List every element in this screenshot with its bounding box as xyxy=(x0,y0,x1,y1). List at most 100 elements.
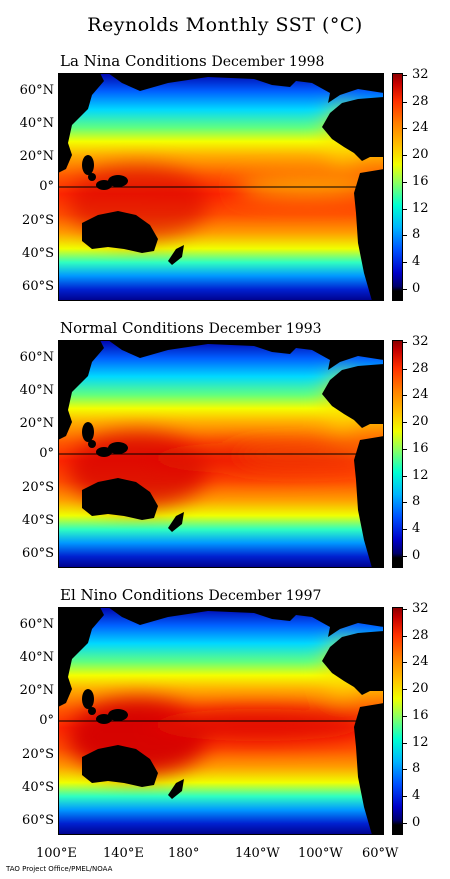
latitude-label: 40°N xyxy=(19,650,54,665)
colorbar-label: 4 xyxy=(412,253,421,269)
colorbar-tick xyxy=(403,528,407,530)
panel-condition: La Nina Conditions xyxy=(60,52,212,70)
panel-date: December 1997 xyxy=(208,588,322,604)
colorbar-label: 28 xyxy=(412,93,429,109)
colorbar-tick xyxy=(403,742,407,744)
sst-map-canvas xyxy=(58,607,384,835)
latitude-label: 20°S xyxy=(22,480,54,495)
latitude-label: 20°S xyxy=(22,213,54,228)
latitude-label: 20°N xyxy=(19,683,54,698)
latitude-label: 20°N xyxy=(19,416,54,431)
colorbar-tick xyxy=(403,502,407,504)
colorbar-label: 0 xyxy=(412,280,421,296)
colorbar-tick xyxy=(403,795,407,797)
colorbar-label: 16 xyxy=(412,707,429,723)
sst-map-canvas xyxy=(58,73,384,301)
longitude-label: 140°E xyxy=(103,846,144,861)
colorbar-tick xyxy=(403,422,407,424)
colorbar xyxy=(392,73,403,301)
colorbar-label: 20 xyxy=(412,147,429,163)
sst-map xyxy=(58,607,384,835)
colorbar-tick xyxy=(403,208,407,210)
longitude-label: 140°W xyxy=(235,846,280,861)
colorbar-label: 0 xyxy=(412,547,421,563)
colorbar-tick xyxy=(403,368,407,370)
sst-map-canvas xyxy=(58,340,384,568)
colorbar-tick xyxy=(403,342,407,343)
credit-text: TAO Project Office/PMEL/NOAA xyxy=(6,865,113,873)
sst-map xyxy=(58,73,384,301)
colorbar-label: 32 xyxy=(412,334,429,349)
colorbar-label: 24 xyxy=(412,387,429,403)
colorbar-label: 16 xyxy=(412,440,429,456)
colorbar-tick xyxy=(403,155,407,157)
panel-title: La Nina Conditions December 1998 xyxy=(60,52,324,70)
latitude-label: 0° xyxy=(39,179,54,194)
colorbar-label: 12 xyxy=(412,734,429,750)
latitude-label: 40°N xyxy=(19,116,54,131)
colorbar-tick xyxy=(403,822,407,824)
colorbar-tick xyxy=(403,769,407,771)
colorbar-tick xyxy=(403,128,407,130)
colorbar-tick xyxy=(403,235,407,237)
latitude-label: 0° xyxy=(39,713,54,728)
colorbar-label: 4 xyxy=(412,787,421,803)
latitude-label: 60°N xyxy=(19,83,54,98)
colorbar-label: 20 xyxy=(412,414,429,430)
colorbar-tick xyxy=(403,662,407,664)
longitude-label: 60°W xyxy=(362,846,399,861)
colorbar-label: 28 xyxy=(412,360,429,376)
panel-date: December 1993 xyxy=(208,321,322,337)
colorbar-tick xyxy=(403,635,407,637)
latitude-label: 60°N xyxy=(19,617,54,632)
colorbar-tick xyxy=(403,555,407,557)
colorbar-tick xyxy=(403,609,407,610)
colorbar-label: 16 xyxy=(412,173,429,189)
colorbar-tick xyxy=(403,715,407,717)
colorbar-tick xyxy=(403,475,407,477)
colorbar xyxy=(392,340,403,568)
longitude-label: 180° xyxy=(168,846,200,861)
longitude-label: 100°E xyxy=(36,846,77,861)
latitude-label: 0° xyxy=(39,446,54,461)
colorbar-tick xyxy=(403,395,407,397)
colorbar-tick xyxy=(403,689,407,691)
colorbar-label: 12 xyxy=(412,467,429,483)
latitude-label: 60°N xyxy=(19,350,54,365)
colorbar-tick xyxy=(403,75,407,76)
latitude-label: 20°S xyxy=(22,747,54,762)
colorbar-label: 20 xyxy=(412,681,429,697)
panel-title: El Nino Conditions December 1997 xyxy=(60,586,321,604)
latitude-label: 20°N xyxy=(19,149,54,164)
panel-condition: Normal Conditions xyxy=(60,319,209,337)
figure-title: Reynolds Monthly SST (°C) xyxy=(87,14,363,36)
colorbar-tick xyxy=(403,448,407,450)
colorbar-label: 8 xyxy=(412,494,421,510)
colorbar-label: 32 xyxy=(412,67,429,82)
latitude-label: 40°S xyxy=(22,246,54,261)
longitude-label: 100°W xyxy=(298,846,343,861)
latitude-label: 60°S xyxy=(22,813,54,828)
colorbar-tick xyxy=(403,261,407,263)
panel-date: December 1998 xyxy=(211,54,325,70)
colorbar-tick xyxy=(403,101,407,103)
panel-condition: El Nino Conditions xyxy=(60,586,209,604)
colorbar-label: 24 xyxy=(412,654,429,670)
latitude-label: 60°S xyxy=(22,279,54,294)
colorbar-label: 8 xyxy=(412,761,421,777)
colorbar-tick xyxy=(403,181,407,183)
latitude-label: 40°N xyxy=(19,383,54,398)
colorbar-label: 4 xyxy=(412,520,421,536)
latitude-label: 40°S xyxy=(22,780,54,795)
colorbar-label: 12 xyxy=(412,200,429,216)
sst-map xyxy=(58,340,384,568)
colorbar-label: 8 xyxy=(412,227,421,243)
colorbar-label: 24 xyxy=(412,120,429,136)
latitude-label: 60°S xyxy=(22,546,54,561)
colorbar-label: 32 xyxy=(412,601,429,616)
colorbar-label: 28 xyxy=(412,627,429,643)
colorbar-label: 0 xyxy=(412,814,421,830)
latitude-label: 40°S xyxy=(22,513,54,528)
colorbar xyxy=(392,607,403,835)
panel-title: Normal Conditions December 1993 xyxy=(60,319,322,337)
